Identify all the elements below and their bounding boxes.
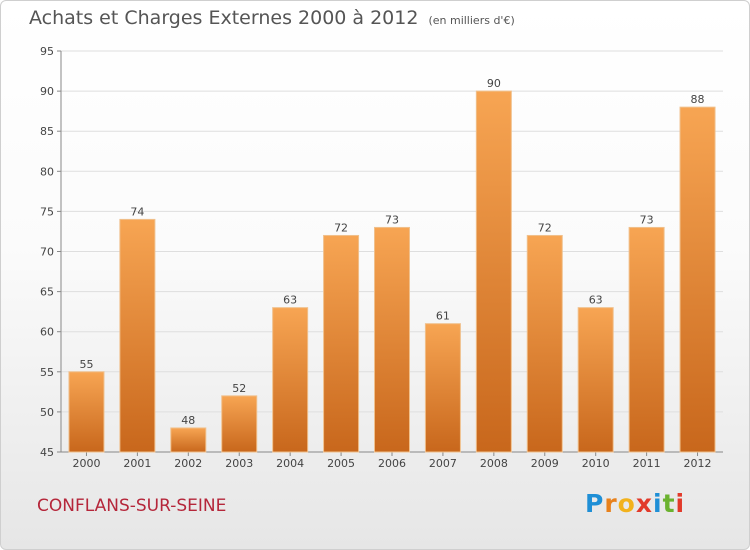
- x-tick-label-2001: 2001: [123, 457, 151, 470]
- x-tick-label-2008: 2008: [480, 457, 508, 470]
- bar-2009: [526, 234, 563, 453]
- y-tick-label: 70: [40, 246, 54, 259]
- y-tick-labels: 45 50 55 60 65 70 75 80 85 90 95: [40, 45, 54, 459]
- bar-2000: [68, 371, 105, 453]
- y-tick-label: 50: [40, 406, 54, 419]
- bar-2011: [628, 226, 665, 453]
- data-label-2007: 61: [436, 310, 450, 323]
- brand-letter: o: [617, 489, 636, 518]
- data-label-2000: 55: [79, 358, 93, 371]
- bar-2002: [170, 427, 207, 453]
- y-tick-label: 65: [40, 286, 54, 299]
- y-tick-label: 90: [40, 85, 54, 98]
- x-tick-label-2007: 2007: [429, 457, 457, 470]
- x-tick-label-2004: 2004: [276, 457, 304, 470]
- brand-letter: t: [662, 489, 676, 518]
- x-tick-label-2010: 2010: [582, 457, 610, 470]
- data-label-2009: 72: [538, 221, 552, 234]
- x-tick-label-2009: 2009: [531, 457, 559, 470]
- brand-letter: i: [675, 489, 686, 518]
- y-tick-label: 85: [40, 125, 54, 138]
- bar-2007: [424, 323, 461, 453]
- data-label-2012: 88: [691, 93, 705, 106]
- location-name: CONFLANS-SUR-SEINE: [37, 496, 227, 516]
- data-label-2006: 73: [385, 213, 399, 226]
- bars: [68, 90, 716, 453]
- bar-2003: [221, 395, 258, 453]
- bar-2001: [119, 218, 156, 453]
- x-tick-label-2011: 2011: [633, 457, 661, 470]
- x-tick-label-2005: 2005: [327, 457, 355, 470]
- x-tick-labels: 2000 2001 2002 2003 2004 2005 2006 2007 2008 2009…: [72, 457, 711, 470]
- brand-logo: Proxiti: [585, 489, 685, 518]
- brand-letter: i: [653, 489, 663, 518]
- bar-2008: [475, 90, 512, 453]
- chart-title: Achats et Charges Externes 2000 à 2012 (e…: [29, 7, 515, 29]
- chart-title-text: Achats et Charges Externes 2000 à 2012: [29, 7, 419, 29]
- y-tick-label: 45: [40, 446, 54, 459]
- y-tick-label: 80: [40, 165, 54, 178]
- bar-2010: [577, 307, 614, 453]
- bar-2012: [679, 106, 716, 453]
- data-label-2005: 72: [334, 221, 348, 234]
- y-tick-label: 95: [40, 45, 54, 58]
- data-label-2010: 63: [589, 294, 603, 307]
- x-tick-label-2003: 2003: [225, 457, 253, 470]
- data-label-2001: 74: [130, 205, 144, 218]
- chart-subtitle: (en milliers d'€): [428, 14, 515, 27]
- x-tick-label-2012: 2012: [684, 457, 712, 470]
- data-label-2011: 73: [640, 213, 654, 226]
- data-label-2008: 90: [487, 77, 501, 90]
- data-label-2002: 48: [181, 414, 195, 427]
- y-tick-label: 60: [40, 326, 54, 339]
- y-tick-label: 75: [40, 205, 54, 218]
- bar-2006: [374, 226, 410, 453]
- brand-letter: x: [635, 489, 653, 518]
- x-tick-label-2006: 2006: [378, 457, 406, 470]
- x-tick-label-2000: 2000: [72, 457, 100, 470]
- brand-letter: r: [604, 489, 618, 518]
- data-labels: 55 74 48 52 63 72 73 61 90 72 63 73 88: [79, 77, 704, 427]
- y-tick-label: 55: [40, 366, 54, 379]
- brand-letter: P: [585, 489, 605, 518]
- bar-2004: [272, 307, 309, 453]
- data-label-2003: 52: [232, 382, 246, 395]
- bar-2005: [323, 234, 360, 453]
- data-label-2004: 63: [283, 294, 297, 307]
- x-tick-label-2002: 2002: [174, 457, 202, 470]
